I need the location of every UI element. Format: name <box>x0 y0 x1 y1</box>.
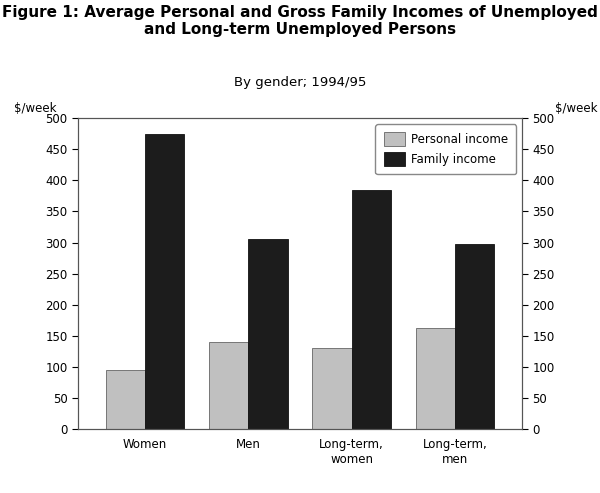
Legend: Personal income, Family income: Personal income, Family income <box>375 124 516 174</box>
Text: $/week: $/week <box>556 102 598 115</box>
Bar <box>455 244 494 429</box>
Bar <box>145 134 184 429</box>
Text: $/week: $/week <box>14 102 56 115</box>
Bar <box>416 328 455 429</box>
Bar <box>209 342 248 429</box>
Bar <box>352 190 391 429</box>
Text: Figure 1: Average Personal and Gross Family Incomes of Unemployed
and Long-term : Figure 1: Average Personal and Gross Fam… <box>2 5 598 37</box>
Bar <box>106 370 145 429</box>
Text: By gender; 1994/95: By gender; 1994/95 <box>234 76 366 89</box>
Bar <box>248 240 287 429</box>
Bar <box>313 348 352 429</box>
